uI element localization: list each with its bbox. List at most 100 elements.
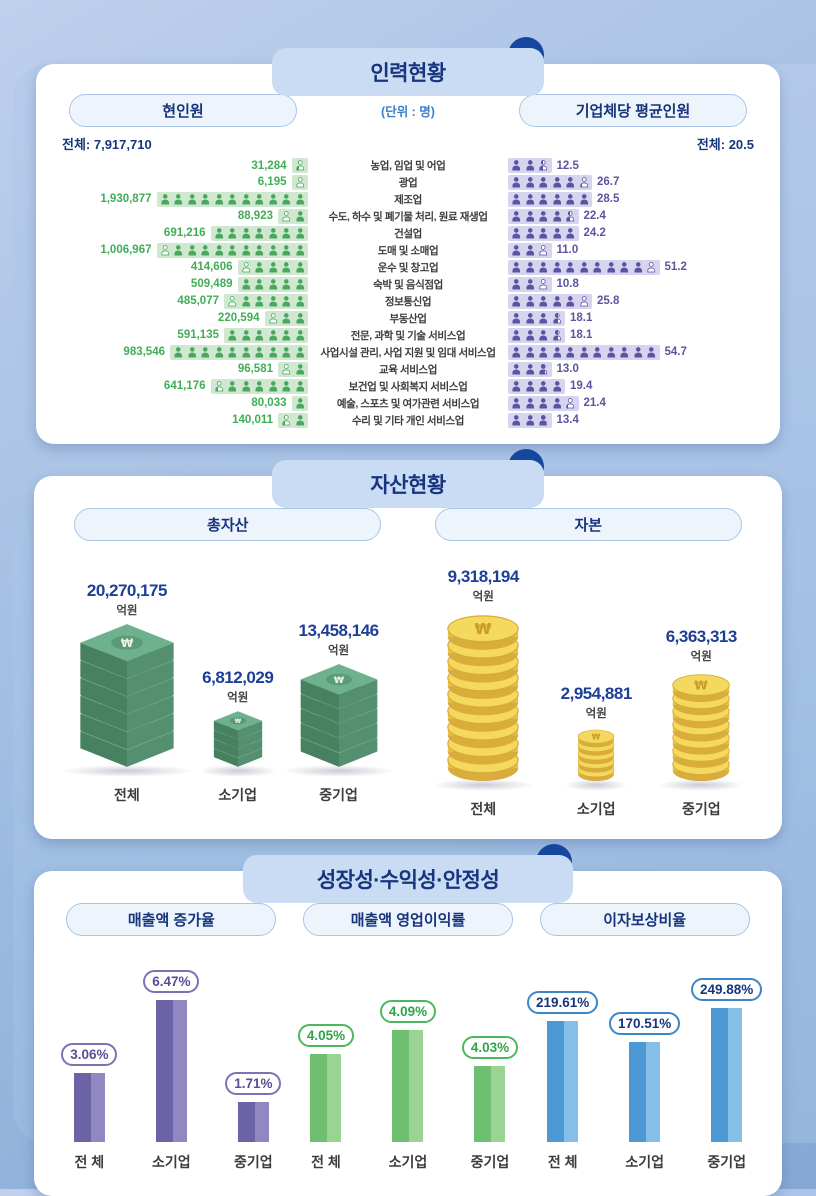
count-value: 1,006,967 (100, 244, 151, 256)
section-title-ratios: 성장성·수익성·안정성 (243, 855, 573, 903)
person-icon (564, 193, 577, 206)
person-icon (280, 346, 293, 359)
person-icon (605, 346, 618, 359)
person-icon (253, 329, 266, 342)
bar-column: 4.03%중기업 (461, 1036, 519, 1172)
person-icon (267, 346, 280, 359)
person-icon (537, 329, 550, 342)
asset-unit: 억원 (473, 588, 494, 604)
average-value: 13.0 (557, 363, 579, 375)
person-icon (294, 414, 307, 427)
industry-label: 수도, 하수 및 폐기물 처리, 원료 재생업 (308, 209, 508, 224)
industry-count-left: 485,077 (58, 294, 308, 309)
average-value: 10.8 (557, 278, 579, 290)
bar-category-label: 전 체 (75, 1152, 105, 1172)
person-icon (294, 329, 307, 342)
industry-count-left: 96,581 (58, 362, 308, 377)
person-icon (537, 397, 550, 410)
person-icon (537, 295, 550, 308)
svg-text:₩: ₩ (333, 674, 343, 685)
person-icon (524, 193, 537, 206)
person-icon-band (238, 260, 309, 275)
person-icon (226, 346, 239, 359)
industry-count-left: 691,216 (58, 226, 308, 241)
asset-group-header: 자본 (435, 508, 742, 541)
count-value: 1,930,877 (100, 193, 151, 205)
person-icon-band (508, 294, 592, 309)
asset-unit: 억원 (328, 642, 349, 658)
industry-label: 광업 (308, 175, 508, 190)
average-value: 28.5 (597, 193, 619, 205)
person-icon (226, 380, 239, 393)
bar-column: 4.05%전 체 (297, 1024, 355, 1172)
coin-stack-icon: ₩ (442, 610, 524, 786)
asset-category-label: 전체 (470, 799, 496, 819)
average-value: 13.4 (557, 414, 579, 426)
person-icon (213, 346, 226, 359)
person-icon (280, 329, 293, 342)
bar (156, 1000, 187, 1142)
average-value: 54.7 (665, 346, 687, 358)
person-icon (172, 244, 185, 257)
person-icon (240, 329, 253, 342)
person-icon-band (157, 243, 309, 258)
person-icon (267, 295, 280, 308)
stack-shadow (564, 779, 628, 791)
person-icon (551, 346, 564, 359)
count-value: 80,033 (251, 397, 286, 409)
person-icon (240, 193, 253, 206)
average-value: 18.1 (570, 329, 592, 341)
count-value: 140,011 (232, 414, 273, 426)
person-icon (294, 227, 307, 240)
person-icon (551, 193, 564, 206)
person-icon (510, 261, 523, 274)
person-icon-band (508, 311, 565, 326)
person-icon (240, 380, 253, 393)
bar-category-label: 전 체 (548, 1152, 578, 1172)
asset-category-label: 중기업 (682, 799, 721, 819)
person-partial-icon (213, 380, 226, 393)
person-icon (240, 346, 253, 359)
person-partial-icon (159, 244, 172, 257)
person-partial-icon (240, 261, 253, 274)
coin-stack-icon: ₩ (575, 727, 617, 786)
ratio-chart-header: 이자보상비율 (540, 903, 750, 936)
person-partial-icon (537, 414, 550, 427)
average-value: 21.4 (584, 397, 606, 409)
person-icon (510, 397, 523, 410)
person-icon (618, 261, 631, 274)
person-icon-band (508, 328, 565, 343)
person-icon (240, 278, 253, 291)
person-icon (253, 278, 266, 291)
industry-label: 사업시설 관리, 사업 지원 및 임대 서비스업 (308, 345, 508, 360)
person-icon (226, 193, 239, 206)
person-icon (280, 312, 293, 325)
person-icon (267, 329, 280, 342)
asset-value: 20,270,175 (87, 581, 167, 601)
person-icon (253, 261, 266, 274)
person-partial-icon (267, 312, 280, 325)
industry-count-right: 25.8 (508, 294, 758, 309)
person-partial-icon (280, 363, 293, 376)
person-icon (524, 346, 537, 359)
person-icon (199, 193, 212, 206)
person-icon (564, 346, 577, 359)
industry-count-right: 22.4 (508, 209, 758, 224)
bar (474, 1066, 505, 1142)
person-icon (551, 227, 564, 240)
person-icon (253, 227, 266, 240)
person-icon-band (265, 311, 309, 326)
person-icon-band (508, 175, 592, 190)
person-icon (524, 244, 537, 257)
person-icon (537, 176, 550, 189)
bar-value-pill: 4.03% (462, 1036, 518, 1059)
person-partial-icon (226, 295, 239, 308)
